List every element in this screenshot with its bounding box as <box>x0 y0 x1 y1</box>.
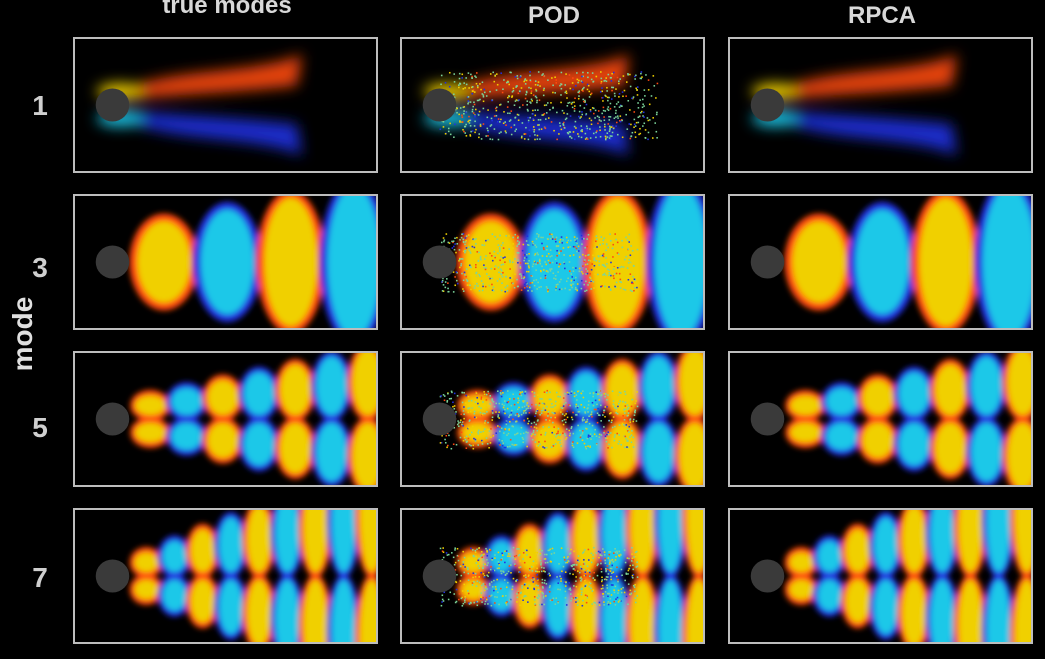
cylinder-obstacle <box>750 245 785 279</box>
mode-field <box>422 54 659 156</box>
mode-field <box>422 353 703 485</box>
column-header-rpca: RPCA <box>847 2 916 29</box>
mode-field <box>95 510 376 642</box>
mode-field <box>750 353 1031 485</box>
cylinder-obstacle <box>422 88 457 122</box>
panel-true-mode-3 <box>73 194 378 330</box>
mode-field <box>95 54 302 156</box>
panel-true-mode-7 <box>73 508 378 644</box>
panel-pod-mode-1 <box>400 37 705 173</box>
row-label-1: 1 <box>32 90 48 121</box>
panel-pod-mode-3 <box>400 194 705 330</box>
cylinder-obstacle <box>422 402 457 436</box>
column-header-true-modes: true modes <box>162 0 292 19</box>
row-label-3: 3 <box>32 252 48 283</box>
cylinder-obstacle <box>750 402 785 436</box>
mode-field <box>750 510 1031 642</box>
cylinder-obstacle <box>750 559 785 593</box>
row-label-5: 5 <box>32 412 48 443</box>
panel-rpca-mode-7 <box>728 508 1033 644</box>
cylinder-obstacle <box>95 559 130 593</box>
cylinder-obstacle <box>95 88 130 122</box>
panel-pod-mode-5 <box>400 351 705 487</box>
column-header-pod: POD <box>527 2 580 29</box>
mode-field <box>422 196 703 328</box>
panel-true-mode-1 <box>73 37 378 173</box>
cylinder-obstacle <box>422 245 457 279</box>
y-axis-label: mode <box>7 296 38 372</box>
row-label-7: 7 <box>32 562 48 593</box>
panel-rpca-mode-5 <box>728 351 1033 487</box>
cylinder-obstacle <box>422 559 457 593</box>
panel-rpca-mode-3 <box>728 194 1033 330</box>
cylinder-obstacle <box>95 245 130 279</box>
cylinder-obstacle <box>750 88 785 122</box>
panel-true-mode-5 <box>73 351 378 487</box>
mode-field <box>750 54 957 156</box>
panel-rpca-mode-1 <box>728 37 1033 173</box>
mode-field <box>95 196 376 328</box>
mode-field <box>422 510 703 642</box>
panel-pod-mode-7 <box>400 508 705 644</box>
cylinder-obstacle <box>95 402 130 436</box>
mode-field <box>750 196 1031 328</box>
mode-field <box>95 353 376 485</box>
